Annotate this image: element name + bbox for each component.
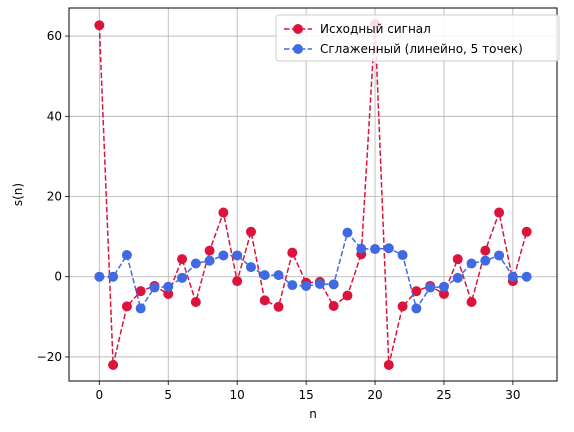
data-point <box>507 271 518 282</box>
legend-label-original: Исходный сигнал <box>320 22 431 36</box>
legend-box <box>275 14 560 62</box>
data-point <box>328 300 339 311</box>
data-point <box>108 271 119 282</box>
data-point <box>466 296 477 307</box>
data-point <box>342 290 353 301</box>
y-axis-label: s(n) <box>11 183 25 206</box>
grid <box>69 8 557 381</box>
y-tick-label: 20 <box>47 190 62 204</box>
data-point <box>232 276 243 287</box>
data-point <box>342 227 353 238</box>
data-point <box>411 303 422 314</box>
data-point <box>466 258 477 269</box>
data-point <box>397 301 408 312</box>
data-point <box>94 271 105 282</box>
data-point <box>383 243 394 254</box>
data-point <box>383 359 394 370</box>
data-point <box>273 301 284 312</box>
plot-frame <box>68 7 558 382</box>
x-tick-label: 10 <box>230 388 245 402</box>
data-point <box>108 359 119 370</box>
data-point <box>301 280 312 291</box>
data-point <box>438 281 449 292</box>
data-point <box>218 207 229 218</box>
y-tick-label: 0 <box>54 270 62 284</box>
data-point <box>521 271 532 282</box>
data-point <box>287 280 298 291</box>
data-point <box>232 250 243 261</box>
data-point <box>121 301 132 312</box>
data-point <box>177 272 188 283</box>
data-point <box>452 254 463 265</box>
data-point <box>177 254 188 265</box>
x-tick-label: 0 <box>96 388 104 402</box>
legend-label-smoothed: Сглаженный (линейно, 5 точек) <box>320 42 523 56</box>
data-point <box>397 250 408 261</box>
data-point <box>452 272 463 283</box>
data-point <box>494 250 505 261</box>
x-tick-label: 15 <box>298 388 313 402</box>
data-point <box>370 244 381 255</box>
y-tick-label: −20 <box>37 350 62 364</box>
data-point <box>204 255 215 266</box>
legend-marker-original <box>293 24 303 34</box>
data-point <box>494 207 505 218</box>
data-point <box>190 258 201 269</box>
data-point <box>190 296 201 307</box>
data-point <box>480 255 491 266</box>
x-tick-label: 25 <box>436 388 451 402</box>
legend: Исходный сигнал Сглаженный (линейно, 5 т… <box>275 14 560 62</box>
y-tick-label: 40 <box>47 109 62 123</box>
series-line <box>98 23 528 366</box>
data-point <box>356 243 367 254</box>
data-point <box>135 303 146 314</box>
data-point <box>287 247 298 258</box>
x-tick-label: 5 <box>164 388 172 402</box>
data-point <box>328 279 339 290</box>
series-line <box>99 231 527 311</box>
series-0 <box>94 19 532 370</box>
data-point <box>438 288 449 299</box>
x-tick-label: 20 <box>367 388 382 402</box>
data-point <box>259 295 270 306</box>
data-point <box>273 270 284 281</box>
series-1 <box>94 227 532 314</box>
x-tick-label: 30 <box>505 388 520 402</box>
data-point <box>259 270 270 281</box>
legend-entry-smoothed: Сглаженный (линейно, 5 точек) <box>284 42 523 56</box>
y-tick-label: 60 <box>47 29 62 43</box>
legend-marker-smoothed <box>293 44 303 54</box>
data-point <box>314 278 325 289</box>
data-point <box>135 286 146 297</box>
data-point <box>245 226 256 237</box>
data-point <box>425 282 436 293</box>
legend-entry-original: Исходный сигнал <box>284 22 431 36</box>
data-point <box>204 245 215 256</box>
data-point <box>163 281 174 292</box>
data-point <box>245 262 256 273</box>
data-point <box>163 288 174 299</box>
data-point <box>521 226 532 237</box>
data-point <box>149 282 160 293</box>
data-point <box>121 250 132 261</box>
series-layer <box>94 19 532 370</box>
data-point <box>218 250 229 261</box>
x-axis-label: n <box>309 407 317 421</box>
data-point <box>411 286 422 297</box>
data-point <box>94 20 105 31</box>
data-point <box>480 245 491 256</box>
ticks: 0 5 10 15 20 25 30 −20 0 20 40 60 <box>37 29 521 402</box>
